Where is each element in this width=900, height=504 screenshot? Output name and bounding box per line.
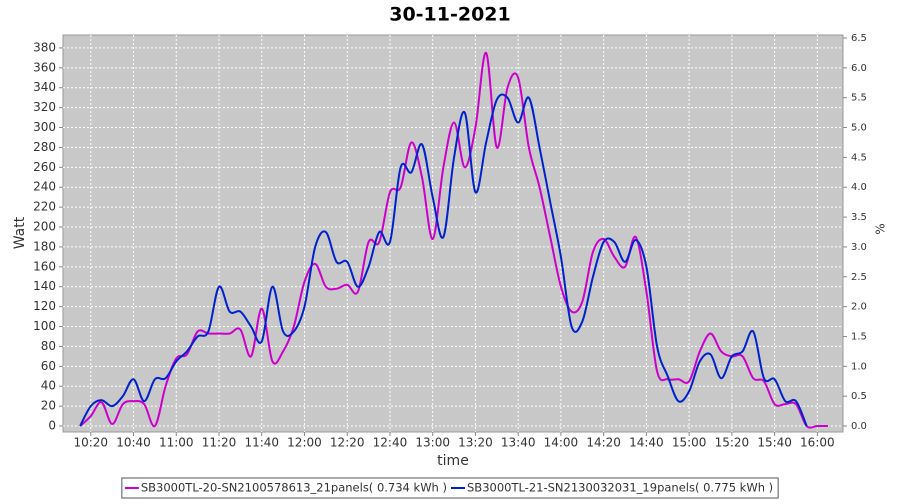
x-tick-label: 14:20 [586,436,621,450]
y-tick-label: 80 [41,339,56,353]
x-tick-label: 13:40 [501,436,536,450]
legend-label: SB3000TL-20-SN2100578613_21panels( 0.734… [141,481,447,495]
y-tick-label: 120 [33,299,56,313]
y-tick-label: 20 [41,399,56,413]
chart-title: 30-11-2021 [389,4,511,26]
y-tick-label: 260 [33,160,56,174]
x-tick-label: 11:20 [202,436,237,450]
y-tick-label: 340 [33,80,56,94]
y2-tick-label: 6.0 [851,63,867,74]
y-tick-label: 280 [33,140,56,154]
y2-tick-label: 3.5 [851,212,867,223]
y-tick-label: 300 [33,120,56,134]
y-tick-label: 40 [41,379,56,393]
y-tick-label: 160 [33,259,56,273]
y-tick-label: 140 [33,279,56,293]
legend-label: SB3000TL-21-SN2130032031_19panels( 0.775… [467,481,773,495]
series-line [79,93,808,427]
x-tick-label: 15:40 [757,436,792,450]
y-tick-label: 380 [33,40,56,54]
x-tick-label: 11:40 [244,436,279,450]
x-tick-label: 13:20 [458,436,493,450]
y2-tick-label: 2.0 [851,302,867,313]
y2-tick-label: 0.5 [851,391,867,402]
y2-tick-label: 6.5 [851,33,867,44]
y2-tick-label: 4.0 [851,182,867,193]
y2-tick-label: 3.0 [851,242,867,253]
y-tick-label: 320 [33,100,56,114]
x-tick-label: 13:00 [415,436,450,450]
y-tick-label: 220 [33,200,56,214]
x-tick-label: 10:40 [116,436,151,450]
x-tick-label: 10:20 [73,436,108,450]
y2-tick-label: 0.0 [851,421,867,432]
y-tick-label: 0 [48,419,56,433]
y-axis-label: Watt [12,216,28,249]
y2-tick-label: 2.5 [851,272,867,283]
y-tick-label: 60 [41,359,56,373]
y-tick-label: 360 [33,60,56,74]
y2-tick-label: 5.5 [851,93,867,104]
y-tick-label: 180 [33,239,56,253]
y2-axis-label: % [874,223,888,234]
legend-box [121,477,779,499]
y-tick-label: 200 [33,220,56,234]
x-tick-label: 12:20 [330,436,365,450]
y2-tick-label: 5.0 [851,123,867,134]
y2-tick-label: 4.5 [851,152,867,163]
x-axis-label: time [437,453,469,469]
x-tick-label: 11:00 [159,436,194,450]
y-tick-label: 100 [33,319,56,333]
x-tick-label: 12:40 [373,436,408,450]
y2-tick-label: 1.0 [851,361,867,372]
x-tick-label: 12:00 [287,436,322,450]
x-tick-label: 14:40 [629,436,664,450]
x-tick-label: 15:20 [715,436,750,450]
x-tick-label: 15:00 [672,436,707,450]
x-tick-label: 16:00 [800,436,835,450]
x-tick-label: 14:00 [544,436,579,450]
y2-tick-label: 1.5 [851,331,867,342]
y-tick-label: 240 [33,180,56,194]
